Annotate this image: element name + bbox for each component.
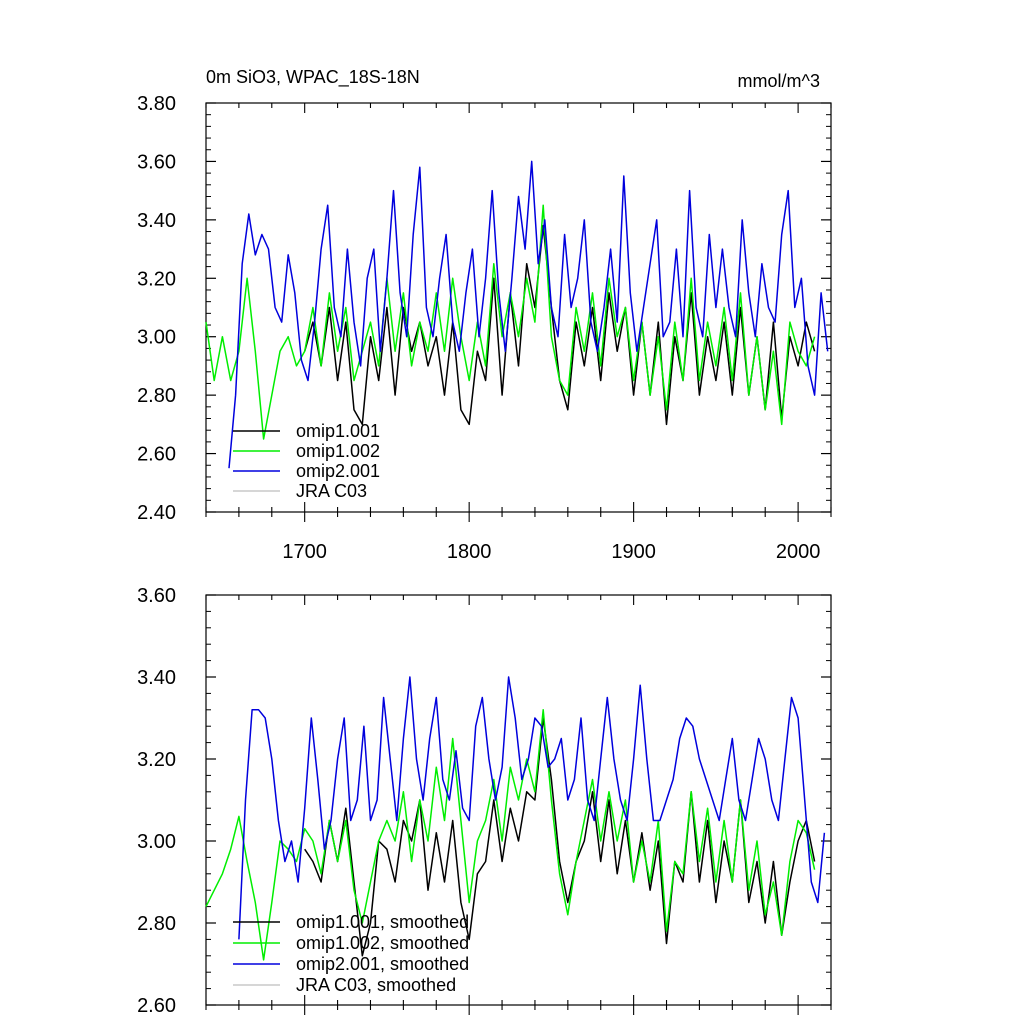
bottom-series-line-2 (238, 676, 826, 940)
top-series-group (205, 160, 829, 469)
bottom-ytick-label: 3.60 (137, 585, 176, 607)
bottom-axis-ticks: 2.60 2.80 3.00 3.20 3.40 3.60 (137, 585, 832, 1017)
bottom-legend-label-2: omip2.001, smoothed (296, 954, 469, 974)
top-legend-label-2: omip2.001 (296, 461, 380, 481)
bottom-legend-label-1: omip1.002, smoothed (296, 933, 469, 953)
bottom-panel: 2.60 2.80 3.00 3.20 3.40 3.60 omip1.001, smoo… (137, 585, 832, 1017)
top-ytick-label: 3.40 (137, 210, 176, 232)
top-ytick-label: 2.80 (137, 385, 176, 407)
top-plot-frame (205, 102, 832, 513)
bottom-plot-frame (205, 594, 832, 1006)
top-axis-ticks: 2.40 2.60 2.80 3.00 3.20 3.40 3.60 3.80 1700 1800… (137, 93, 832, 563)
top-ytick-label: 3.80 (137, 93, 176, 115)
top-xtick-label: 1900 (611, 541, 656, 563)
bottom-ytick-label: 2.60 (137, 995, 176, 1017)
bottom-legend-label-3: JRA C03, smoothed (296, 975, 456, 995)
top-ytick-label: 3.60 (137, 151, 176, 173)
top-ytick-label: 2.40 (137, 502, 176, 524)
top-title-right: mmol/m^3 (738, 71, 820, 91)
top-xtick-label: 2000 (776, 541, 821, 563)
top-legend-label-3: JRA C03 (296, 481, 367, 501)
top-legend-label-0: omip1.001 (296, 421, 380, 441)
top-ytick-label: 3.20 (137, 268, 176, 290)
top-ytick-label: 2.60 (137, 444, 176, 466)
top-legend-label-1: omip1.002 (296, 441, 380, 461)
top-panel: 2.40 2.60 2.80 3.00 3.20 3.40 3.60 3.80 1700 1800… (137, 67, 832, 563)
bottom-series-line-1 (205, 709, 816, 961)
top-xtick-label: 1700 (282, 541, 327, 563)
bottom-ytick-label: 3.00 (137, 831, 176, 853)
bottom-series-group (205, 676, 826, 961)
top-ytick-label: 3.00 (137, 327, 176, 349)
bottom-ytick-label: 3.20 (137, 749, 176, 771)
top-series-line-2 (228, 160, 829, 469)
bottom-ytick-label: 3.40 (137, 667, 176, 689)
top-xtick-label: 1800 (447, 541, 492, 563)
bottom-legend-label-0: omip1.001, smoothed (296, 912, 469, 932)
top-title-left: 0m SiO3, WPAC_18S-18N (206, 67, 420, 88)
bottom-series-line-0 (304, 717, 816, 957)
bottom-ytick-label: 2.80 (137, 913, 176, 935)
